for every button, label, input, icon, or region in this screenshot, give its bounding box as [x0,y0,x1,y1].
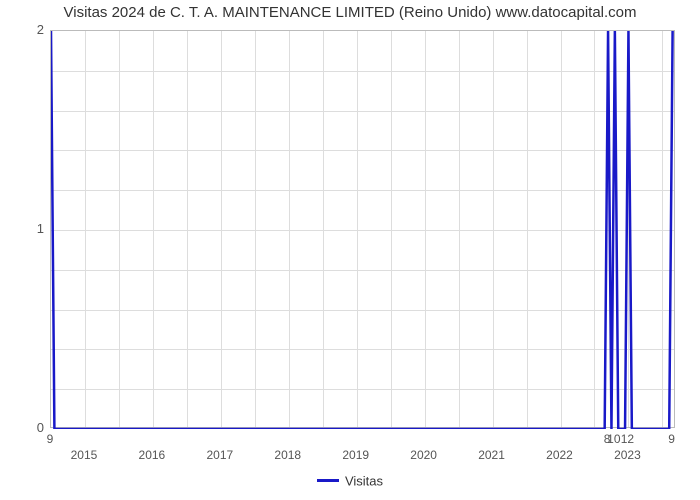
data-point-label: 12 [621,432,634,446]
legend: Visitas [0,472,700,490]
data-point-label: 9 [47,432,54,446]
legend-label: Visitas [345,473,383,488]
y-tick-label: 1 [28,221,44,236]
series-line [51,31,676,429]
x-tick-label: 2023 [614,448,641,462]
x-tick-label: 2015 [71,448,98,462]
y-tick-label: 2 [28,22,44,37]
x-tick-label: 2017 [206,448,233,462]
x-tick-label: 2020 [410,448,437,462]
plot-area [50,30,675,428]
x-tick-label: 2022 [546,448,573,462]
y-tick-label: 0 [28,420,44,435]
x-tick-label: 2019 [342,448,369,462]
x-tick-label: 2018 [274,448,301,462]
chart-title: Visitas 2024 de C. T. A. MAINTENANCE LIM… [0,4,700,21]
data-point-label: 10 [607,432,620,446]
legend-swatch [317,479,339,482]
x-tick-label: 2021 [478,448,505,462]
data-point-label: 9 [668,432,675,446]
x-tick-label: 2016 [139,448,166,462]
